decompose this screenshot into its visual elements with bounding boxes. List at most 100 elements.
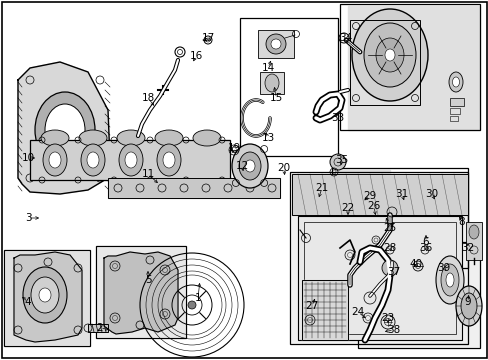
- Polygon shape: [302, 280, 347, 340]
- Text: 1: 1: [194, 293, 201, 303]
- Text: 16: 16: [189, 51, 202, 61]
- Text: 6: 6: [422, 237, 428, 247]
- Ellipse shape: [435, 256, 463, 304]
- Ellipse shape: [155, 130, 183, 146]
- Text: 17: 17: [201, 33, 214, 43]
- Text: 22: 22: [341, 203, 354, 213]
- Polygon shape: [30, 140, 229, 180]
- Ellipse shape: [451, 77, 459, 87]
- Bar: [258, 30, 293, 58]
- Bar: [302, 280, 347, 340]
- Polygon shape: [359, 244, 479, 346]
- Text: 31: 31: [395, 189, 408, 199]
- Bar: [4, 250, 90, 346]
- Polygon shape: [6, 252, 88, 344]
- Text: 33: 33: [331, 113, 344, 123]
- Text: 36: 36: [419, 243, 432, 253]
- Bar: [108, 178, 280, 198]
- Polygon shape: [419, 182, 461, 260]
- Ellipse shape: [448, 72, 462, 92]
- Ellipse shape: [125, 152, 137, 168]
- Ellipse shape: [119, 144, 142, 176]
- Bar: [297, 216, 461, 340]
- Bar: [304, 222, 455, 334]
- Bar: [419, 185, 459, 257]
- Circle shape: [187, 301, 196, 309]
- Bar: [331, 168, 467, 268]
- Text: 28: 28: [383, 243, 396, 253]
- Text: 19: 19: [227, 143, 240, 153]
- Text: 12: 12: [235, 161, 248, 171]
- Text: 26: 26: [366, 201, 380, 211]
- Text: 40: 40: [408, 259, 422, 269]
- Ellipse shape: [265, 34, 285, 54]
- Ellipse shape: [157, 144, 181, 176]
- Polygon shape: [291, 174, 467, 342]
- Ellipse shape: [351, 199, 363, 217]
- Bar: [449, 98, 463, 106]
- Text: 3: 3: [24, 213, 31, 223]
- Bar: [357, 242, 479, 348]
- Polygon shape: [108, 178, 280, 198]
- Ellipse shape: [384, 49, 394, 61]
- Text: 21: 21: [315, 183, 328, 193]
- Ellipse shape: [244, 160, 254, 172]
- Ellipse shape: [351, 9, 427, 101]
- Ellipse shape: [394, 208, 412, 232]
- Bar: [96, 246, 185, 338]
- Ellipse shape: [79, 130, 107, 146]
- Ellipse shape: [440, 264, 458, 296]
- Text: 29: 29: [363, 191, 376, 201]
- Bar: [30, 140, 229, 180]
- Text: 20: 20: [277, 163, 290, 173]
- Bar: [289, 172, 467, 344]
- Polygon shape: [347, 6, 479, 130]
- Polygon shape: [14, 252, 82, 342]
- Bar: [240, 18, 337, 156]
- Bar: [391, 185, 415, 257]
- Bar: [260, 72, 284, 94]
- Text: 15: 15: [269, 93, 282, 103]
- Text: 39: 39: [436, 263, 450, 273]
- Bar: [449, 116, 457, 121]
- Polygon shape: [18, 62, 110, 194]
- Text: 32: 32: [461, 243, 474, 253]
- Bar: [88, 324, 108, 332]
- Ellipse shape: [239, 152, 261, 180]
- Ellipse shape: [329, 154, 346, 170]
- Ellipse shape: [23, 267, 67, 323]
- Text: 35: 35: [335, 155, 348, 165]
- Ellipse shape: [35, 92, 95, 168]
- Bar: [465, 222, 481, 260]
- Ellipse shape: [163, 152, 175, 168]
- Ellipse shape: [468, 225, 478, 239]
- Text: 18: 18: [141, 93, 154, 103]
- Polygon shape: [391, 182, 417, 260]
- Bar: [337, 178, 387, 266]
- Ellipse shape: [45, 104, 85, 156]
- Text: 7: 7: [386, 223, 392, 233]
- Ellipse shape: [343, 188, 371, 228]
- Ellipse shape: [460, 293, 476, 319]
- Text: 23: 23: [381, 313, 394, 323]
- Polygon shape: [291, 174, 467, 215]
- Text: 13: 13: [261, 133, 274, 143]
- Polygon shape: [335, 170, 389, 268]
- Text: 11: 11: [141, 169, 154, 179]
- Ellipse shape: [264, 74, 279, 92]
- Ellipse shape: [81, 144, 105, 176]
- Text: 38: 38: [386, 325, 400, 335]
- Polygon shape: [104, 252, 178, 334]
- Text: 2: 2: [97, 323, 103, 333]
- Ellipse shape: [193, 130, 221, 146]
- Ellipse shape: [381, 260, 397, 276]
- Bar: [349, 20, 419, 105]
- Ellipse shape: [49, 152, 61, 168]
- Ellipse shape: [41, 130, 69, 146]
- Polygon shape: [98, 248, 183, 336]
- Text: 14: 14: [261, 63, 274, 73]
- Text: 25: 25: [383, 223, 396, 233]
- Text: 37: 37: [386, 267, 400, 277]
- Ellipse shape: [270, 39, 281, 49]
- Ellipse shape: [375, 38, 403, 72]
